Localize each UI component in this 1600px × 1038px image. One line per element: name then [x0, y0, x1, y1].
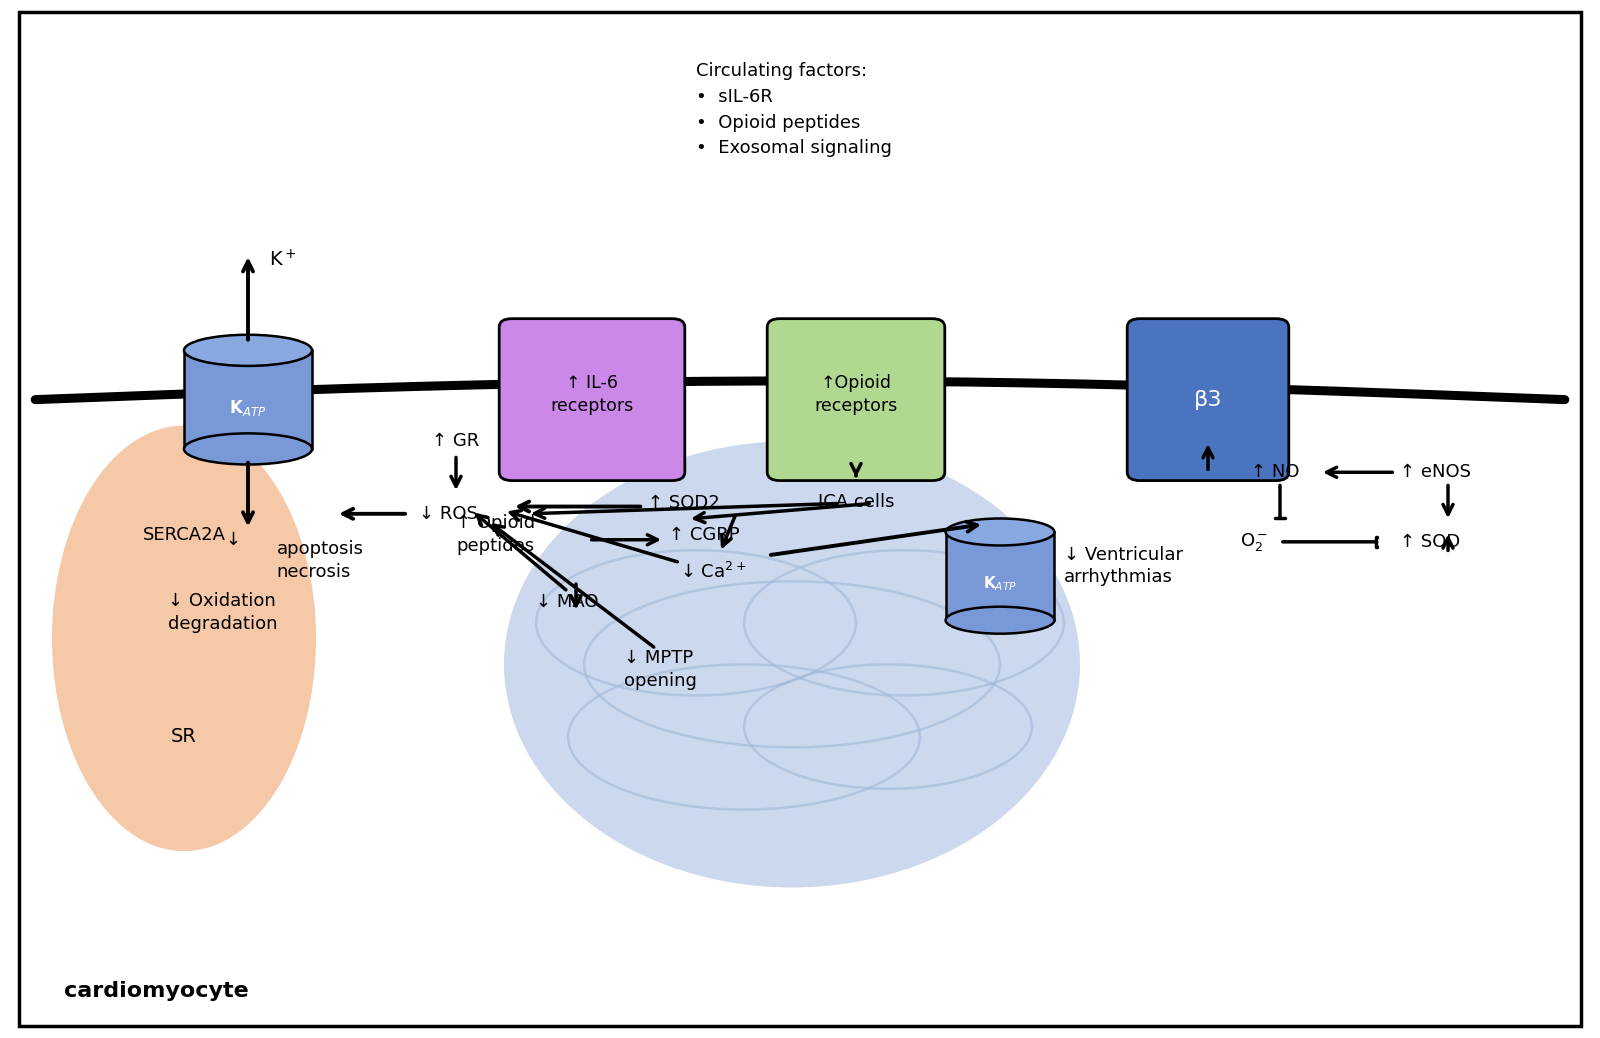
- Ellipse shape: [946, 519, 1054, 546]
- Text: ↑ Opioid
peptides: ↑ Opioid peptides: [456, 515, 534, 554]
- Text: K$_{ATP}$: K$_{ATP}$: [229, 398, 267, 418]
- Text: SERCA2A: SERCA2A: [142, 525, 226, 544]
- Text: ↓ MAO: ↓ MAO: [536, 593, 598, 611]
- FancyBboxPatch shape: [768, 319, 944, 481]
- Text: Circulating factors:
•  sIL-6R
•  Opioid peptides
•  Exosomal signaling: Circulating factors: • sIL-6R • Opioid p…: [696, 62, 891, 158]
- Text: ↓ MPTP
opening: ↓ MPTP opening: [624, 650, 698, 689]
- Text: K$^+$: K$^+$: [269, 249, 296, 270]
- Text: ↑ GR: ↑ GR: [432, 432, 480, 450]
- Text: K$_{ATP}$: K$_{ATP}$: [982, 574, 1018, 593]
- Text: ↑ SOD2: ↑ SOD2: [648, 494, 720, 513]
- Text: ↑ SOD: ↑ SOD: [1400, 532, 1461, 551]
- Bar: [184, 350, 312, 448]
- Text: ↓ Ca$^{2+}$: ↓ Ca$^{2+}$: [680, 562, 746, 580]
- Text: O$_2^-$: O$_2^-$: [1240, 530, 1269, 553]
- Text: ↑ eNOS: ↑ eNOS: [1400, 463, 1470, 482]
- Ellipse shape: [504, 441, 1080, 887]
- FancyBboxPatch shape: [1126, 319, 1290, 481]
- FancyBboxPatch shape: [499, 319, 685, 481]
- Text: ↓ ROS: ↓ ROS: [419, 504, 478, 523]
- Text: ↑ NO: ↑ NO: [1251, 463, 1299, 482]
- Ellipse shape: [184, 433, 312, 465]
- Bar: [946, 531, 1054, 620]
- Text: ↓ Ventricular
arrhythmias: ↓ Ventricular arrhythmias: [1064, 546, 1182, 585]
- Text: SR: SR: [171, 728, 197, 746]
- Text: ↓: ↓: [226, 530, 240, 549]
- Ellipse shape: [51, 426, 317, 851]
- Text: ↓ Oxidation
degradation: ↓ Oxidation degradation: [168, 593, 277, 632]
- Text: ↑ IL-6
receptors: ↑ IL-6 receptors: [550, 375, 634, 414]
- Text: cardiomyocyte: cardiomyocyte: [64, 981, 248, 1002]
- Text: β3: β3: [1194, 389, 1222, 410]
- Text: ↑ CGRP: ↑ CGRP: [669, 525, 739, 544]
- Text: apoptosis
necrosis: apoptosis necrosis: [277, 541, 363, 580]
- Text: ICA cells: ICA cells: [818, 493, 894, 511]
- Ellipse shape: [946, 606, 1054, 633]
- Text: ↑Opioid
receptors: ↑Opioid receptors: [814, 375, 898, 414]
- Ellipse shape: [184, 334, 312, 366]
- FancyBboxPatch shape: [19, 12, 1581, 1026]
